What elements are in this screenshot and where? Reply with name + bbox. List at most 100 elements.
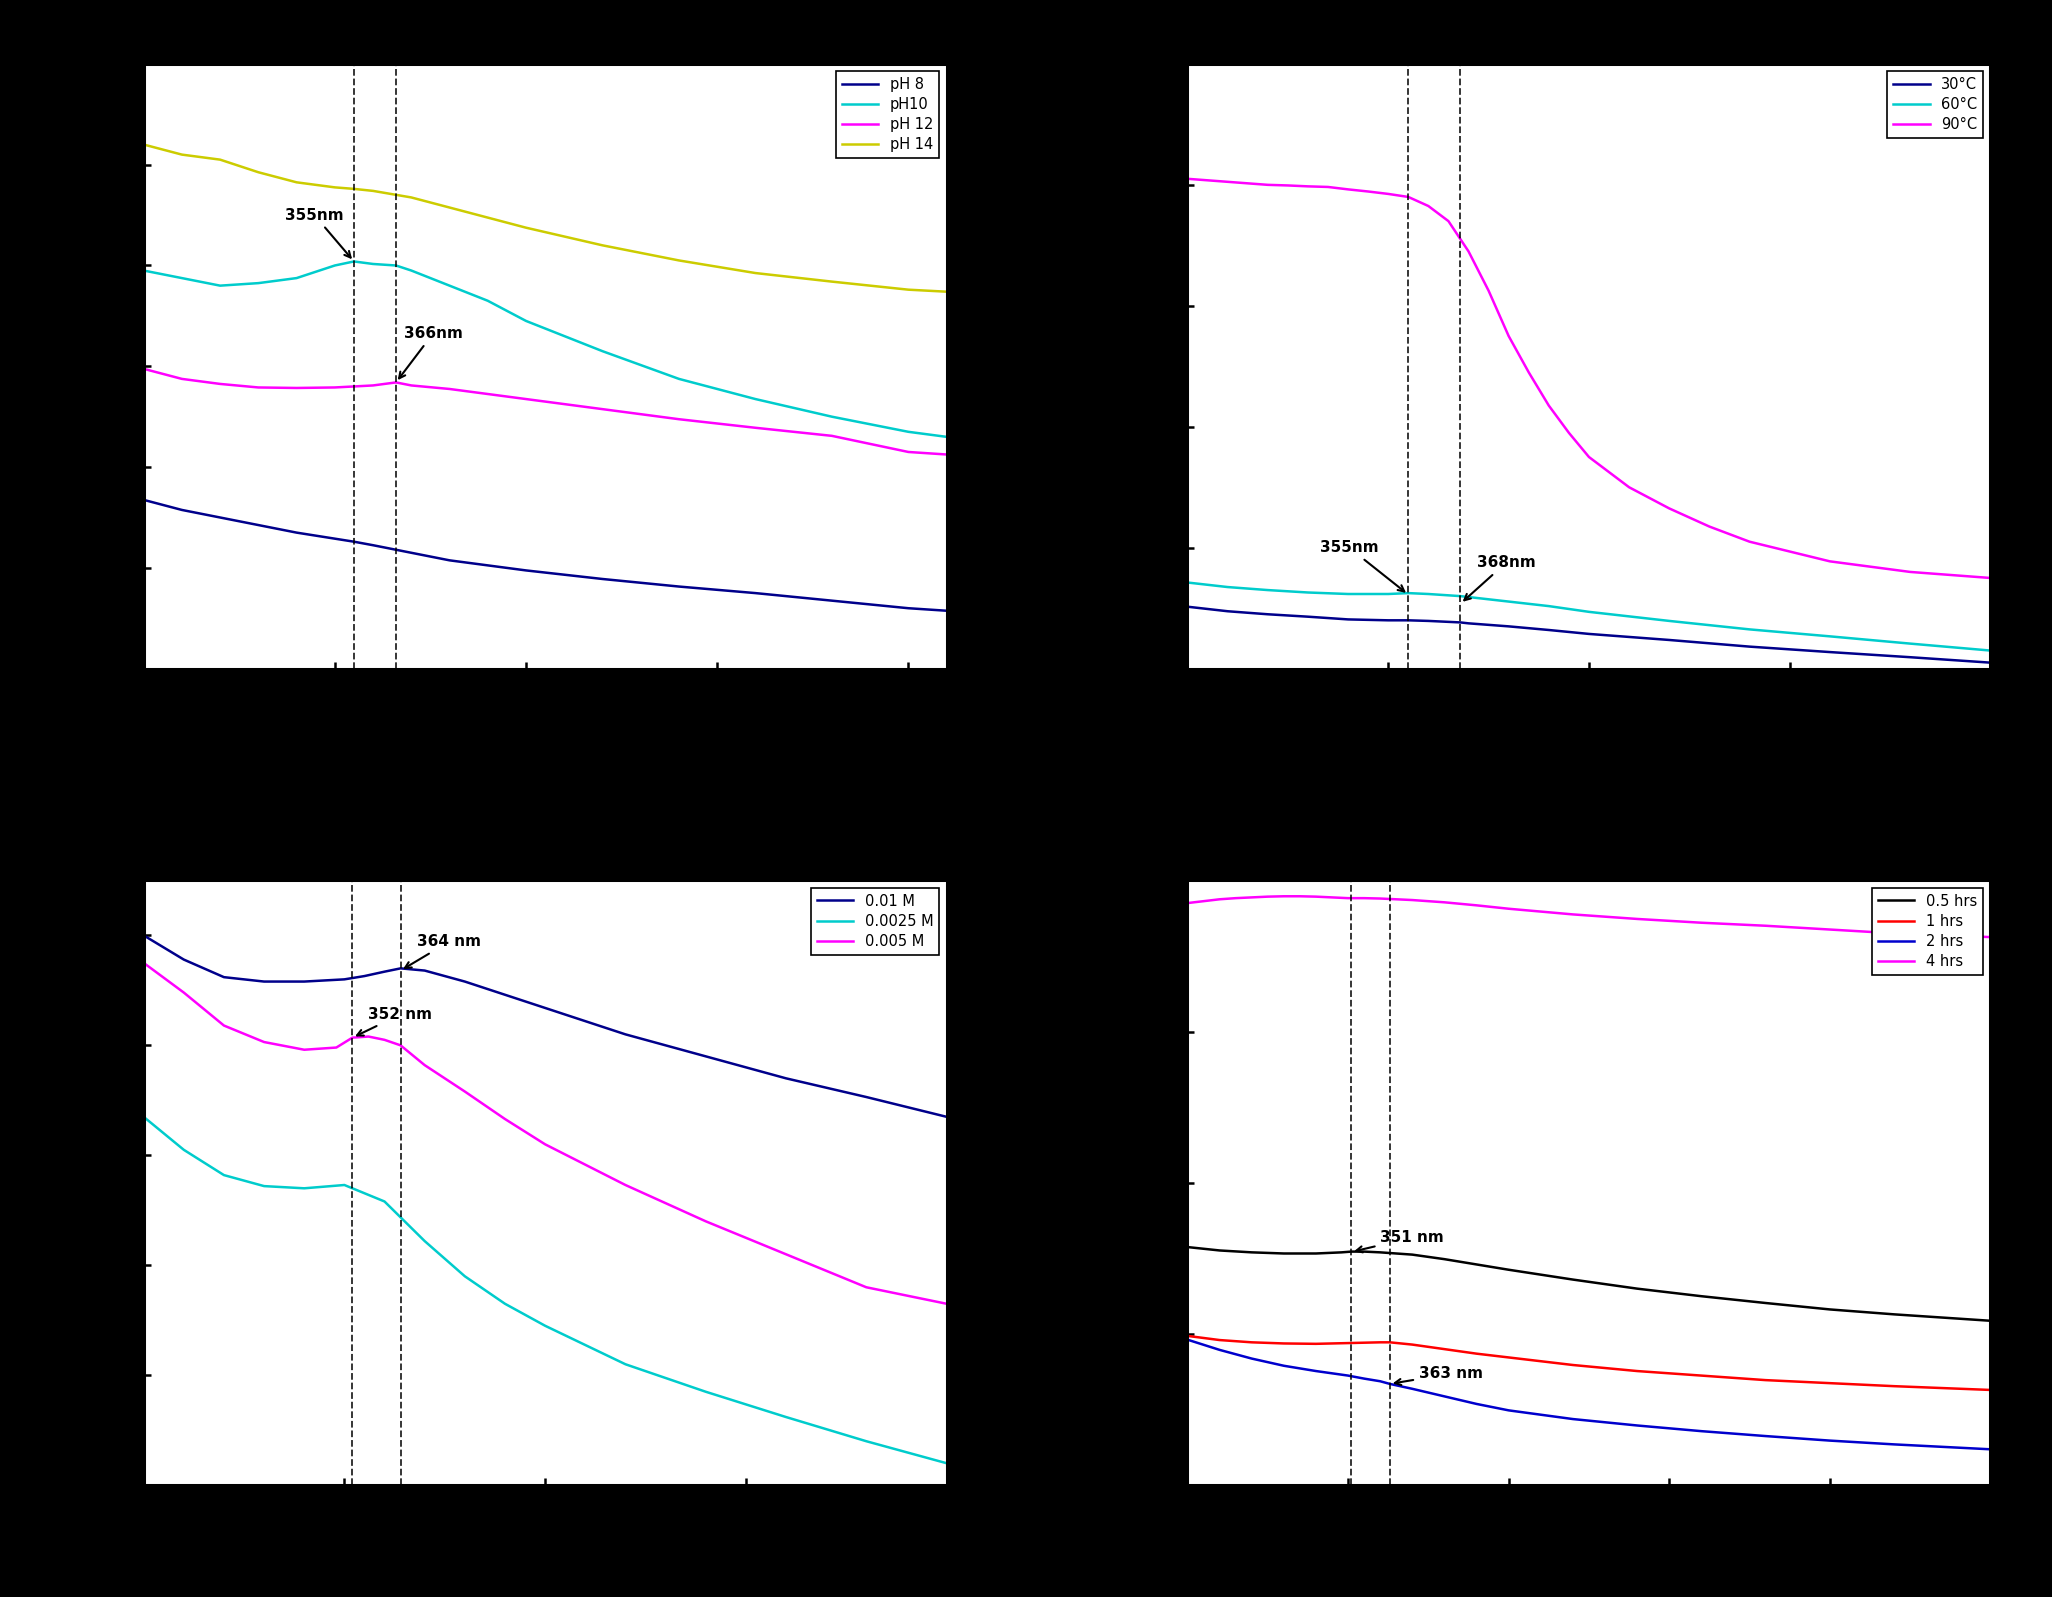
0.0025 M xyxy=(291,1179,316,1198)
pH10 xyxy=(246,273,271,292)
4 hrs xyxy=(1192,891,1217,910)
pH 14 xyxy=(246,163,271,182)
0.5 hrs xyxy=(1207,1241,1231,1260)
30°C xyxy=(1457,613,1482,632)
0.01 M xyxy=(534,998,558,1017)
60°C xyxy=(1336,585,1360,604)
0.005 M xyxy=(357,1027,382,1046)
0.5 hrs xyxy=(1369,1242,1393,1262)
90°C xyxy=(1295,177,1319,196)
Text: B: B xyxy=(1131,16,1155,46)
1 hrs xyxy=(1399,1335,1424,1354)
2 hrs xyxy=(1978,1440,2003,1460)
0.5 hrs xyxy=(1352,1242,1377,1262)
0.01 M xyxy=(614,1025,638,1044)
pH10 xyxy=(437,276,462,295)
Line: 2 hrs: 2 hrs xyxy=(1188,1340,1990,1450)
2 hrs xyxy=(1239,1349,1264,1369)
pH 14 xyxy=(819,271,843,291)
2 hrs xyxy=(1303,1362,1328,1381)
Legend: 30°C, 60°C, 90°C: 30°C, 60°C, 90°C xyxy=(1888,72,1982,137)
90°C xyxy=(1416,196,1441,216)
pH 8 xyxy=(361,535,386,554)
30°C xyxy=(1898,648,1923,668)
90°C xyxy=(1898,562,1923,581)
pH10 xyxy=(341,252,365,271)
90°C xyxy=(1457,241,1482,260)
0.5 hrs xyxy=(1882,1305,1906,1324)
0.01 M xyxy=(131,926,156,945)
pH10 xyxy=(513,311,538,331)
0.01 M xyxy=(291,973,316,992)
1 hrs xyxy=(1752,1370,1777,1389)
0.005 M xyxy=(934,1294,958,1313)
90°C xyxy=(1176,169,1200,188)
0.5 hrs xyxy=(1752,1294,1777,1313)
Text: 355nm: 355nm xyxy=(1319,540,1404,591)
90°C xyxy=(1436,211,1461,230)
0.5 hrs xyxy=(1465,1255,1490,1274)
Line: 0.01 M: 0.01 M xyxy=(144,936,946,1116)
0.5 hrs xyxy=(1978,1311,2003,1330)
Legend: 0.5 hrs, 1 hrs, 2 hrs, 4 hrs: 0.5 hrs, 1 hrs, 2 hrs, 4 hrs xyxy=(1871,888,1982,974)
0.0025 M xyxy=(614,1354,638,1373)
2 hrs xyxy=(1377,1375,1402,1394)
4 hrs xyxy=(1689,913,1713,933)
pH10 xyxy=(476,291,501,310)
1 hrs xyxy=(1432,1340,1457,1359)
pH 8 xyxy=(246,516,271,535)
Y-axis label: Abs.: Abs. xyxy=(1133,343,1151,388)
pH 12 xyxy=(476,385,501,404)
pH 14 xyxy=(170,145,195,164)
60°C xyxy=(1818,626,1843,645)
pH 12 xyxy=(513,390,538,409)
30°C xyxy=(1295,607,1319,626)
90°C xyxy=(1475,281,1500,300)
90°C xyxy=(1395,187,1420,206)
4 hrs xyxy=(1399,891,1424,910)
pH 14 xyxy=(131,134,156,153)
pH 12 xyxy=(819,426,843,446)
Text: 355nm: 355nm xyxy=(285,208,351,257)
90°C xyxy=(1738,532,1763,551)
Line: 0.5 hrs: 0.5 hrs xyxy=(1188,1247,1990,1321)
pH 12 xyxy=(207,374,232,393)
0.01 M xyxy=(774,1068,798,1088)
0.0025 M xyxy=(252,1177,277,1196)
1 hrs xyxy=(1336,1333,1360,1353)
pH 8 xyxy=(667,577,692,596)
90°C xyxy=(1557,423,1582,442)
Text: 351 nm: 351 nm xyxy=(1356,1230,1445,1252)
pH 12 xyxy=(384,372,408,391)
pH 8 xyxy=(897,599,921,618)
0.01 M xyxy=(252,973,277,992)
0.01 M xyxy=(211,968,236,987)
pH 8 xyxy=(476,556,501,575)
1 hrs xyxy=(1625,1362,1650,1381)
Legend: 0.01 M, 0.0025 M, 0.005 M: 0.01 M, 0.0025 M, 0.005 M xyxy=(811,888,940,955)
0.5 hrs xyxy=(1330,1242,1354,1262)
60°C xyxy=(1978,640,2003,660)
0.0025 M xyxy=(371,1191,396,1211)
90°C xyxy=(1276,176,1301,195)
0.005 M xyxy=(534,1135,558,1155)
1 hrs xyxy=(1882,1377,1906,1396)
Y-axis label: Abs.: Abs. xyxy=(88,1161,107,1206)
pH 14 xyxy=(513,219,538,238)
90°C xyxy=(1656,498,1681,517)
60°C xyxy=(1176,573,1200,592)
2 hrs xyxy=(1625,1417,1650,1436)
2 hrs xyxy=(1369,1372,1393,1391)
0.005 M xyxy=(211,1016,236,1035)
0.01 M xyxy=(694,1046,718,1065)
90°C xyxy=(1617,478,1642,497)
1 hrs xyxy=(1272,1333,1297,1353)
Text: A: A xyxy=(88,16,111,46)
0.5 hrs xyxy=(1399,1246,1424,1265)
Text: C: C xyxy=(88,834,111,862)
90°C xyxy=(1356,182,1381,201)
2 hrs xyxy=(1562,1410,1586,1429)
0.0025 M xyxy=(332,1175,357,1195)
pH 8 xyxy=(437,551,462,570)
2 hrs xyxy=(1399,1380,1424,1399)
